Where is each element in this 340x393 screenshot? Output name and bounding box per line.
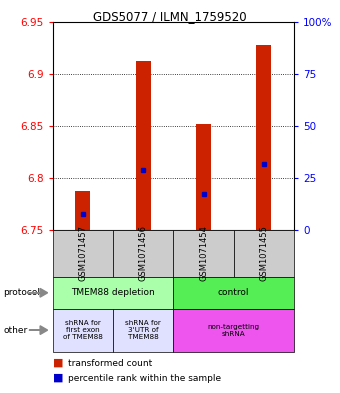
Text: TMEM88 depletion: TMEM88 depletion [71, 288, 155, 297]
Bar [256, 44, 271, 230]
Text: other: other [3, 326, 28, 334]
Text: transformed count: transformed count [68, 359, 152, 367]
Text: control: control [218, 288, 250, 297]
Text: GSM1071457: GSM1071457 [79, 226, 87, 281]
Text: GSM1071454: GSM1071454 [199, 226, 208, 281]
Bar [196, 124, 211, 230]
Text: shRNA for
3'UTR of
TMEM88: shRNA for 3'UTR of TMEM88 [125, 320, 161, 340]
Text: GDS5077 / ILMN_1759520: GDS5077 / ILMN_1759520 [93, 10, 247, 23]
Text: GSM1071456: GSM1071456 [139, 226, 148, 281]
Text: percentile rank within the sample: percentile rank within the sample [68, 374, 221, 382]
Text: ■: ■ [53, 373, 63, 383]
Text: non-targetting
shRNA: non-targetting shRNA [208, 323, 260, 337]
Bar [136, 61, 151, 230]
Text: shRNA for
first exon
of TMEM88: shRNA for first exon of TMEM88 [63, 320, 103, 340]
Text: ■: ■ [53, 358, 63, 368]
Text: protocol: protocol [3, 288, 40, 297]
Text: GSM1071455: GSM1071455 [259, 226, 268, 281]
Bar [75, 191, 90, 230]
